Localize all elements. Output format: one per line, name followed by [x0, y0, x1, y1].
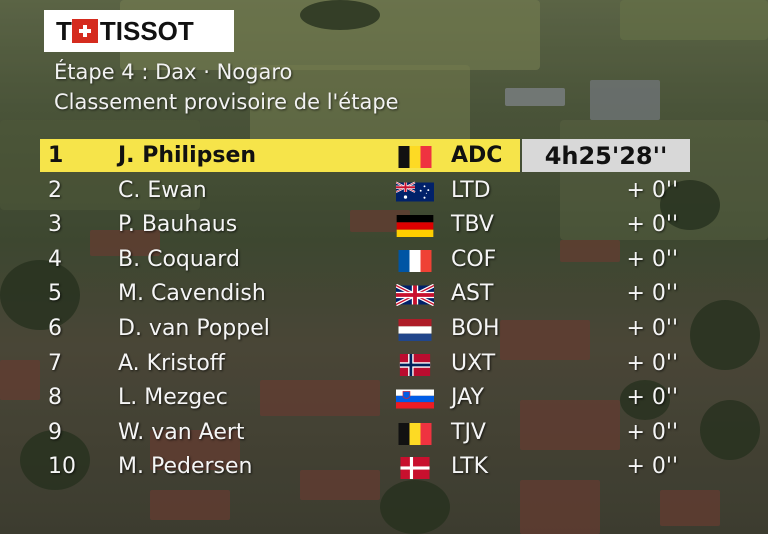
time-gap: + 0'' [626, 281, 678, 307]
team-code: TJV [451, 419, 486, 445]
slovenia-flag-icon [396, 388, 434, 410]
belgium-flag-icon [396, 146, 434, 168]
united-kingdom-flag-icon [396, 284, 434, 307]
rank-position: 7 [48, 350, 62, 376]
team-code: LTD [451, 177, 491, 203]
stage-title: Étape 4 : Dax · Nogaro [54, 60, 293, 84]
rider-name: A. Kristoff [118, 350, 225, 376]
rider-name: L. Mezgec [118, 385, 228, 411]
rider-name: C. Ewan [118, 177, 207, 203]
team-code: ADC [451, 143, 503, 168]
denmark-flag-icon [396, 457, 434, 480]
team-code: COF [451, 246, 497, 272]
rider-name: P. Bauhaus [118, 212, 238, 238]
rider-name: B. Coquard [118, 246, 240, 272]
germany-flag-icon [396, 215, 434, 238]
tissot-logo: T TISSOT [44, 10, 234, 52]
team-code: TBV [451, 212, 494, 238]
leader-highlight-bar [40, 139, 520, 172]
rider-name: M. Cavendish [118, 281, 266, 307]
tissot-t-letter: T [56, 15, 72, 46]
ranking-row: 4 B. Coquard COF + 0'' [0, 243, 768, 277]
time-gap: + 0'' [626, 419, 678, 445]
rank-position: 8 [48, 385, 62, 411]
time-gap: + 0'' [626, 316, 678, 341]
time-gap: + 0'' [626, 385, 678, 411]
team-code: UXT [451, 350, 496, 376]
ranking-row: 1 J. Philipsen ADC [0, 139, 768, 173]
rank-position: 5 [48, 281, 62, 307]
rider-name: D. van Poppel [118, 316, 270, 341]
rank-position: 1 [48, 143, 64, 168]
swiss-cross-icon [71, 19, 98, 43]
rank-position: 3 [48, 212, 62, 238]
team-code: BOH [451, 316, 500, 341]
rank-position: 4 [48, 246, 62, 272]
ranking-row: 2 C. Ewan LTD + 0'' [0, 174, 768, 208]
ranking-row: 8 L. Mezgec JAY + 0'' [0, 381, 768, 415]
tissot-brand-name: TISSOT [99, 15, 194, 46]
time-gap: + 0'' [626, 212, 678, 238]
ranking-row: 6 D. van Poppel BOH + 0'' [0, 312, 768, 346]
leader-time-box: 4h25'28'' [522, 139, 690, 172]
norway-flag-icon [396, 353, 434, 376]
team-code: AST [451, 281, 494, 307]
belgium-flag-icon [396, 422, 434, 445]
team-code: LTK [451, 454, 489, 480]
ranking-row: 3 P. Bauhaus TBV + 0'' [0, 208, 768, 242]
australia-flag-icon [396, 181, 434, 203]
time-gap: + 0'' [626, 350, 678, 376]
classification-subtitle: Classement provisoire de l'étape [54, 90, 399, 114]
ranking-row: 5 M. Cavendish AST + 0'' [0, 277, 768, 311]
rank-position: 6 [48, 316, 62, 341]
time-gap: + 0'' [626, 177, 678, 203]
ranking-row: 10 M. Pedersen LTK + 0'' [0, 450, 768, 484]
rider-name: W. van Aert [118, 419, 245, 445]
team-code: JAY [451, 385, 484, 411]
time-gap: + 0'' [626, 454, 678, 480]
ranking-row: 9 W. van Aert TJV + 0'' [0, 416, 768, 450]
rank-position: 10 [48, 454, 76, 480]
rank-position: 9 [48, 419, 62, 445]
ranking-row: 7 A. Kristoff UXT + 0'' [0, 347, 768, 381]
time-gap: + 0'' [626, 246, 678, 272]
rider-name: J. Philipsen [118, 143, 257, 168]
netherlands-flag-icon [396, 319, 434, 341]
france-flag-icon [396, 249, 434, 272]
rider-name: M. Pedersen [118, 454, 253, 480]
rank-position: 2 [48, 177, 62, 203]
